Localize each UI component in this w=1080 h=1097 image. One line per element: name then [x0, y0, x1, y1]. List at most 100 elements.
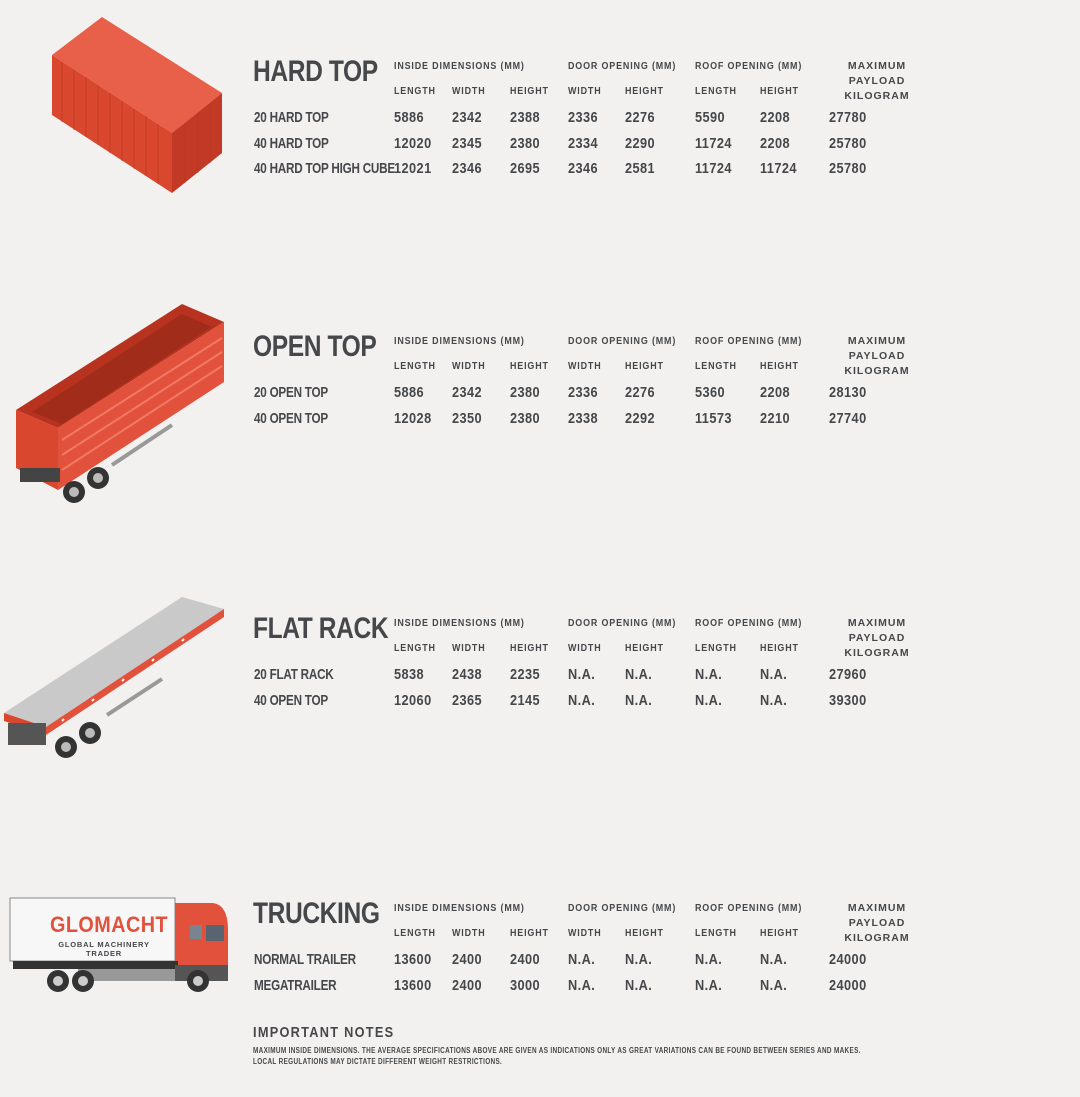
sub-header: HEIGHT	[625, 927, 664, 939]
table-cell: 12060	[394, 691, 432, 709]
table-cell: 12028	[394, 409, 432, 427]
payload-header-line: KILOGRAM	[844, 647, 910, 659]
section-title: HARD TOP	[253, 55, 378, 88]
table-cell: 2336	[568, 109, 599, 126]
table-cell: 2438	[452, 666, 483, 683]
door-opening-header: DOOR OPENING (MM)	[568, 902, 677, 914]
table-cell: 2276	[625, 384, 656, 401]
table-cell: 27780	[829, 109, 867, 126]
table-cell: 5360	[695, 384, 726, 401]
table-cell: 13600	[394, 951, 432, 968]
table-cell: 2400	[452, 951, 483, 968]
sub-header: HEIGHT	[510, 642, 549, 654]
table-cell: 27960	[829, 666, 867, 683]
sub-header: HEIGHT	[625, 85, 664, 97]
sub-header: WIDTH	[568, 85, 602, 97]
table-cell: 2346	[452, 160, 483, 177]
table-cell: 2235	[510, 666, 541, 683]
table-cell: 2292	[625, 409, 656, 427]
sub-header: HEIGHT	[625, 360, 664, 372]
table-cell: N.A.	[625, 666, 653, 683]
row-label: 20 FLAT RACK	[254, 666, 334, 683]
table-cell: 2380	[510, 134, 541, 152]
table-cell: 2388	[510, 109, 541, 126]
table-cell: 2581	[625, 160, 656, 177]
table-cell: 2208	[760, 109, 791, 126]
payload-header-line: KILOGRAM	[844, 365, 910, 377]
table-cell: 2208	[760, 134, 791, 152]
sub-header: HEIGHT	[510, 927, 549, 939]
sub-header: WIDTH	[452, 360, 486, 372]
section-flat-rack: FLAT RACK INSIDE DIMENSIONS (MM) DOOR OPEN…	[0, 612, 1080, 812]
sub-header: WIDTH	[452, 85, 486, 97]
table-cell: 11724	[695, 134, 732, 152]
door-opening-header: DOOR OPENING (MM)	[568, 60, 677, 72]
sub-header: WIDTH	[568, 642, 602, 654]
table-cell: 11724	[695, 160, 732, 177]
payload-header-line: MAXIMUM PAYLOAD	[847, 902, 907, 929]
table-cell: N.A.	[568, 666, 596, 683]
sub-header: WIDTH	[452, 642, 486, 654]
notes-line-1: MAXIMUM INSIDE DIMENSIONS. THE AVERAGE S…	[253, 1046, 861, 1055]
table-cell: 2400	[510, 951, 541, 968]
inside-dimensions-header: INSIDE DIMENSIONS (MM)	[394, 60, 525, 72]
row-label: 20 OPEN TOP	[254, 384, 328, 401]
open-top-container-illustration	[16, 304, 224, 503]
table-cell: 24000	[829, 976, 867, 994]
payload-header: MAXIMUM PAYLOAD KILOGRAM	[818, 616, 936, 661]
table-cell: 11724	[760, 160, 797, 177]
row-label: 20 HARD TOP	[254, 109, 329, 126]
roof-opening-header: ROOF OPENING (MM)	[695, 335, 803, 347]
row-label: 40 OPEN TOP	[254, 409, 328, 427]
sub-header: HEIGHT	[760, 927, 799, 939]
payload-header-line: KILOGRAM	[844, 932, 910, 944]
sub-header: LENGTH	[695, 360, 737, 372]
sub-header: LENGTH	[695, 85, 737, 97]
section-open-top: OPEN TOP INSIDE DIMENSIONS (MM) DOOR OPENI…	[0, 330, 1080, 530]
truck-illustration: GLOMACHT GLOBAL MACHINERY TRADER	[8, 895, 233, 995]
sub-header: LENGTH	[394, 360, 436, 372]
payload-header: MAXIMUM PAYLOAD KILOGRAM	[818, 901, 936, 946]
payload-header-line: MAXIMUM PAYLOAD	[847, 617, 907, 644]
row-label: 40 OPEN TOP	[254, 691, 328, 709]
table-cell: 12020	[394, 134, 432, 152]
row-label: 40 HARD TOP HIGH CUBE	[254, 160, 395, 177]
table-cell: 5590	[695, 109, 726, 126]
table-cell: 3000	[510, 976, 541, 994]
sub-header: WIDTH	[452, 927, 486, 939]
table-cell: 25780	[829, 160, 867, 177]
sub-header: LENGTH	[394, 85, 436, 97]
table-cell: N.A.	[760, 691, 788, 709]
table-cell: 2208	[760, 384, 791, 401]
row-label: 40 HARD TOP	[254, 134, 329, 152]
table-cell: 2400	[452, 976, 483, 994]
section-title: TRUCKING	[253, 897, 380, 930]
table-cell: N.A.	[760, 976, 788, 994]
table-cell: N.A.	[625, 691, 653, 709]
table-cell: N.A.	[568, 976, 596, 994]
door-opening-header: DOOR OPENING (MM)	[568, 335, 677, 347]
table-cell: 39300	[829, 691, 867, 709]
payload-header-line: MAXIMUM PAYLOAD	[847, 60, 907, 87]
roof-opening-header: ROOF OPENING (MM)	[695, 60, 803, 72]
section-trucking: TRUCKING INSIDE DIMENSIONS (MM) DOOR OPENI…	[0, 897, 1080, 1097]
payload-header: MAXIMUM PAYLOAD KILOGRAM	[818, 334, 936, 379]
table-cell: 2346	[568, 160, 599, 177]
table-cell: 5886	[394, 109, 425, 126]
table-cell: N.A.	[695, 951, 723, 968]
notes-title: IMPORTANT NOTES	[253, 1024, 395, 1041]
sub-header: LENGTH	[695, 927, 737, 939]
sub-header: WIDTH	[568, 360, 602, 372]
payload-header: MAXIMUM PAYLOAD KILOGRAM	[818, 59, 936, 104]
table-cell: N.A.	[625, 951, 653, 968]
section-title: FLAT RACK	[253, 612, 389, 645]
section-title: OPEN TOP	[253, 330, 377, 363]
table-cell: N.A.	[760, 666, 788, 683]
table-cell: 2345	[452, 134, 483, 152]
table-cell: 2365	[452, 691, 483, 709]
glomacht-logo: GLOMACHT GLOBAL MACHINERY TRADER	[50, 912, 168, 958]
sub-header: WIDTH	[568, 927, 602, 939]
table-cell: 28130	[829, 384, 867, 401]
table-cell: 5886	[394, 384, 425, 401]
payload-header-line: KILOGRAM	[844, 90, 910, 102]
